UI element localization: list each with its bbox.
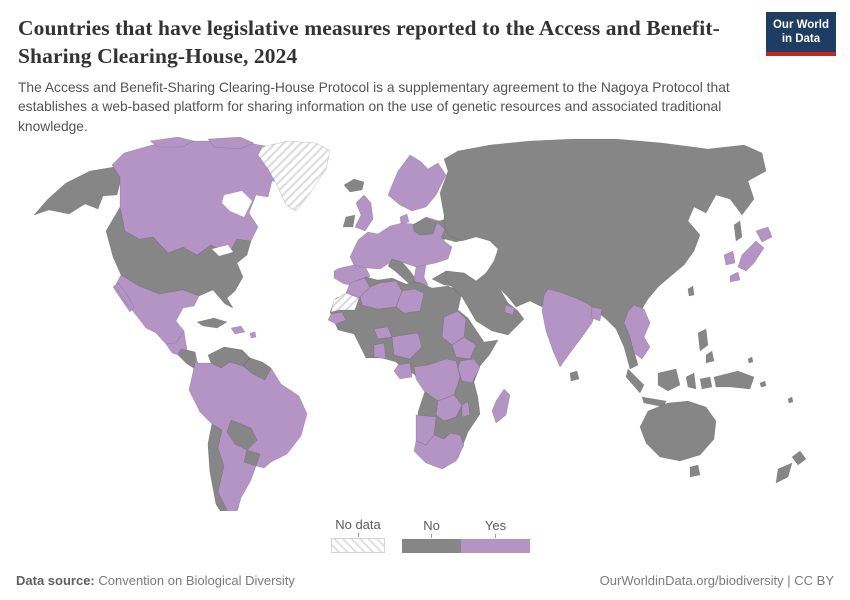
- world-map: [0, 137, 850, 521]
- country-south-africa[interactable]: [413, 433, 465, 470]
- region-pacific-islands[interactable]: [747, 357, 794, 404]
- logo-line1: Our World: [772, 19, 829, 31]
- region-scandinavia[interactable]: [387, 155, 447, 212]
- owid-logo[interactable]: Our World in Data: [765, 12, 836, 56]
- data-source-value: Convention on Biological Diversity: [94, 573, 295, 588]
- region-bangladesh-bhutan[interactable]: [590, 307, 603, 322]
- footer: Data source: Convention on Biological Di…: [0, 573, 850, 588]
- legend-no-label: No: [423, 518, 440, 533]
- legend-tick: [431, 534, 432, 538]
- country-south-korea[interactable]: [723, 251, 736, 266]
- chart-subtitle: The Access and Benefit-Sharing Clearing-…: [18, 79, 730, 134]
- country-japan[interactable]: [729, 227, 773, 283]
- country-taiwan[interactable]: [687, 286, 695, 297]
- country-philippines[interactable]: [697, 329, 715, 364]
- legend-no-data[interactable]: No data: [331, 517, 385, 553]
- country-canada[interactable]: [111, 141, 297, 256]
- legend-yes-swatch: [461, 539, 530, 553]
- region-honduras-nicaragua[interactable]: [177, 349, 197, 369]
- country-ethiopia[interactable]: [451, 337, 477, 360]
- footer-link[interactable]: OurWorldinData.org/biodiversity | CC BY: [599, 573, 834, 588]
- country-new-zealand[interactable]: [775, 451, 807, 484]
- country-gabon[interactable]: [393, 363, 413, 380]
- chart-title: Countries that have legislative measures…: [18, 16, 720, 69]
- country-sri-lanka[interactable]: [569, 371, 580, 382]
- country-india[interactable]: [541, 289, 597, 368]
- choropleth-svg: [33, 137, 807, 521]
- data-source: Data source: Convention on Biological Di…: [16, 573, 295, 588]
- country-denmark[interactable]: [399, 214, 410, 225]
- country-dominican-republic[interactable]: [230, 326, 246, 335]
- country-drc[interactable]: [413, 359, 461, 402]
- map-legend: No data No Yes: [331, 517, 530, 553]
- country-united-kingdom[interactable]: [354, 195, 374, 232]
- country-ghana[interactable]: [373, 343, 387, 360]
- legend-tick: [357, 533, 359, 537]
- data-source-label: Data source:: [16, 573, 95, 588]
- legend-yes-label: Yes: [484, 518, 507, 533]
- country-madagascar[interactable]: [491, 389, 511, 424]
- country-poland[interactable]: [412, 218, 438, 236]
- hudson-bay: [222, 191, 252, 218]
- country-indonesia[interactable]: [625, 369, 713, 408]
- legend-yes[interactable]: Yes: [461, 518, 530, 553]
- country-ireland[interactable]: [342, 215, 356, 228]
- great-lakes: [212, 245, 233, 257]
- legend-no[interactable]: No: [402, 518, 461, 553]
- country-puerto-rico[interactable]: [249, 332, 257, 339]
- legend-no-data-swatch: [331, 538, 385, 553]
- country-australia[interactable]: [639, 401, 717, 478]
- country-malawi[interactable]: [461, 401, 471, 418]
- country-greenland[interactable]: [257, 141, 331, 212]
- legend-no-data-label: No data: [335, 517, 381, 532]
- country-iceland[interactable]: [343, 179, 365, 193]
- legend-no-swatch: [402, 539, 461, 553]
- country-paraguay[interactable]: [243, 450, 261, 467]
- country-senegal[interactable]: [327, 312, 347, 325]
- region-vietnam-laos-cambodia[interactable]: [623, 305, 651, 360]
- country-nigeria[interactable]: [391, 333, 423, 360]
- region-sakhalin[interactable]: [733, 221, 743, 242]
- region-russia-china-asia[interactable]: [439, 139, 767, 370]
- country-cuba[interactable]: [196, 318, 228, 329]
- legend-bar: No Yes: [402, 518, 530, 553]
- region-new-guinea[interactable]: [713, 371, 755, 390]
- logo-line2: in Data: [781, 32, 821, 45]
- region-western-sahara[interactable]: [330, 293, 360, 313]
- country-uae[interactable]: [503, 305, 516, 316]
- region-guyanas[interactable]: [242, 358, 272, 381]
- country-kenya[interactable]: [457, 359, 481, 384]
- legend-tick: [495, 534, 496, 538]
- country-niger[interactable]: [395, 289, 425, 314]
- header: Countries that have legislative measures…: [0, 0, 850, 136]
